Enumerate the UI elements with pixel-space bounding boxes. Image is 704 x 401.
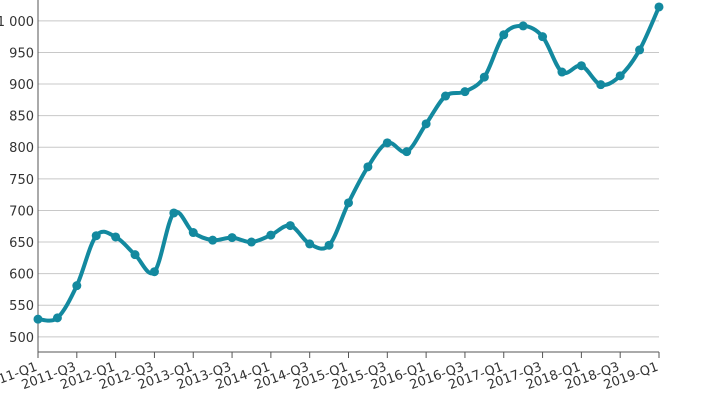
point <box>363 162 373 172</box>
point <box>382 138 392 148</box>
point <box>635 45 645 55</box>
point <box>266 230 276 240</box>
point <box>538 32 548 42</box>
y-tick-label: 700 <box>9 204 34 219</box>
point <box>402 147 412 157</box>
point <box>169 208 179 218</box>
point <box>460 87 470 97</box>
point <box>305 239 315 249</box>
point <box>208 235 218 245</box>
point <box>33 314 43 324</box>
y-tick-label: 500 <box>9 331 34 346</box>
point <box>557 67 567 77</box>
y-tick-label: 900 <box>9 78 34 93</box>
point <box>149 267 159 277</box>
point <box>421 119 431 129</box>
y-tick-label: 550 <box>9 299 34 314</box>
point <box>518 21 528 31</box>
point <box>479 72 489 82</box>
y-tick-label: 650 <box>9 236 34 251</box>
point <box>91 231 101 241</box>
point <box>499 30 509 40</box>
point <box>111 232 121 242</box>
point <box>72 281 82 291</box>
point <box>596 80 606 90</box>
point <box>188 228 198 238</box>
y-tick-label: 950 <box>9 46 34 61</box>
point <box>615 71 625 81</box>
point <box>246 237 256 247</box>
point <box>324 240 334 250</box>
point <box>441 91 451 101</box>
y-tick-label: 850 <box>9 110 34 125</box>
point <box>227 233 237 243</box>
y-tick-label: 600 <box>9 268 34 283</box>
point <box>130 250 140 260</box>
point <box>52 313 62 323</box>
y-tick-label: 750 <box>9 173 34 188</box>
y-tick-label: 1 000 <box>0 15 34 30</box>
y-tick-label: 800 <box>9 141 34 156</box>
point <box>654 2 664 12</box>
point <box>576 61 586 71</box>
point <box>285 221 295 231</box>
point <box>344 198 353 208</box>
